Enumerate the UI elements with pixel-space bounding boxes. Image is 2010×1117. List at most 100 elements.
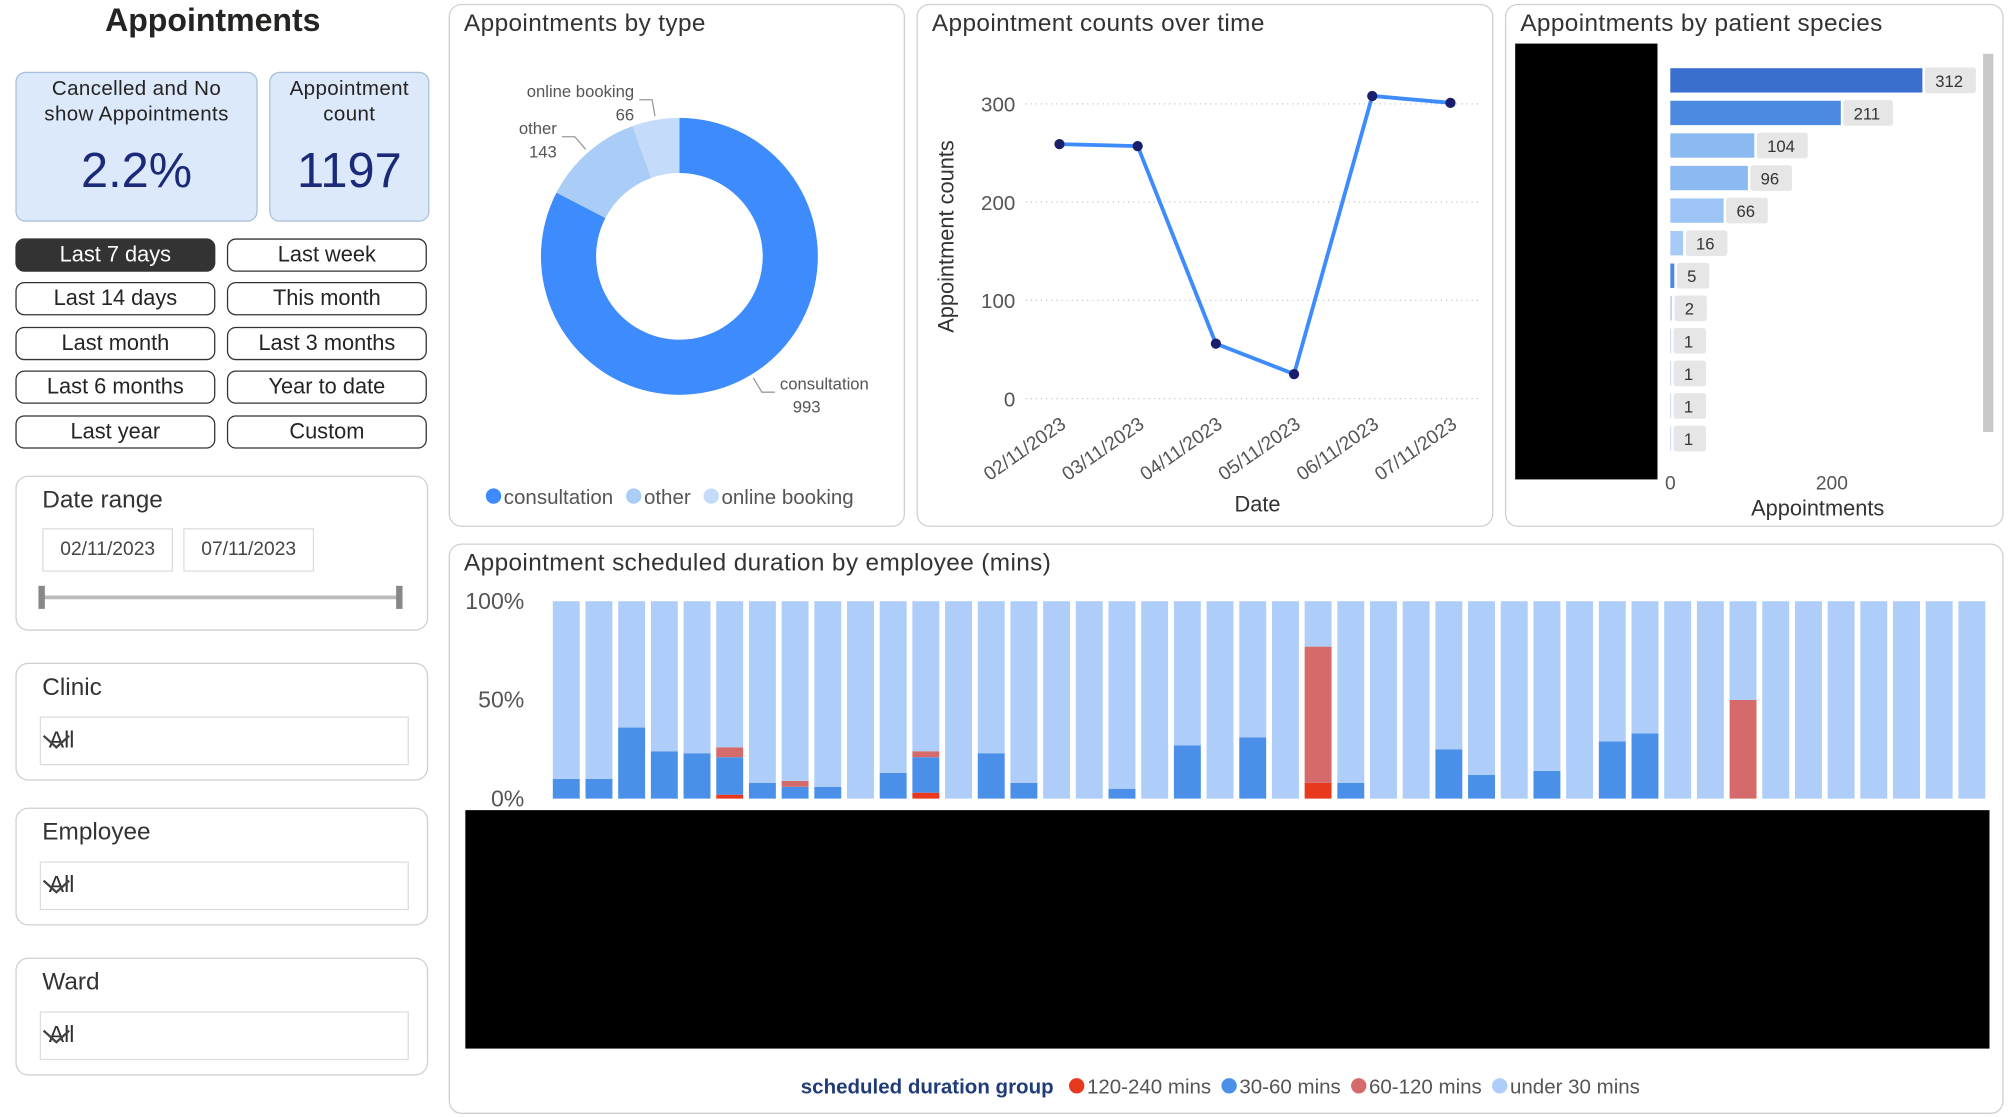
- date-button[interactable]: Year to date: [226, 370, 427, 405]
- x-tick-label: 02/11/2023: [980, 414, 1070, 486]
- date-button[interactable]: Last 14 days: [15, 282, 216, 316]
- legend-marker: [1221, 1078, 1237, 1094]
- x-axis-label: Appointments: [1751, 495, 1884, 520]
- x-tick-label: 200: [1816, 474, 1848, 495]
- x-tick-label: 04/11/2023: [1137, 414, 1227, 486]
- bar: [1670, 361, 1672, 386]
- date-button[interactable]: Last year: [15, 414, 216, 449]
- x-tick-label: 03/11/2023: [1059, 414, 1149, 486]
- data-label-bg: [1673, 360, 1707, 387]
- bar-segment: [1500, 601, 1528, 799]
- donut-chart: Appointments by type consultation 993 other…: [464, 10, 869, 509]
- bar: [1670, 100, 1841, 126]
- bar-segment: [1173, 601, 1201, 746]
- chart-title: Appointments by type: [464, 10, 706, 37]
- range-slider[interactable]: [17, 579, 427, 617]
- bar-segment: [683, 753, 711, 799]
- date-button[interactable]: Custom: [226, 414, 427, 449]
- legend-marker: [485, 488, 502, 504]
- legend-label: consultation: [504, 486, 613, 509]
- data-label: 66: [616, 105, 635, 124]
- page-title: Appointments: [105, 2, 321, 39]
- bar-segment: [1010, 782, 1038, 799]
- bar-segment: [1239, 737, 1267, 799]
- legend-label: 30-60 mins: [1239, 1075, 1340, 1098]
- date-input[interactable]: 07/11/2023: [183, 528, 315, 572]
- bar-segment: [1631, 733, 1659, 799]
- data-label: 16: [1696, 235, 1715, 254]
- redaction: [465, 810, 1990, 1049]
- date-button[interactable]: Last 7 days: [15, 238, 216, 272]
- date-button[interactable]: Last 6 months: [15, 370, 216, 405]
- x-axis-label: Date: [1235, 491, 1281, 516]
- slider-handle[interactable]: [38, 585, 45, 609]
- bar-segment: [716, 794, 744, 799]
- bar-segment: [879, 601, 907, 773]
- data-label-name: other: [519, 119, 557, 138]
- bar-segment: [1435, 601, 1463, 750]
- data-label-bg: [1674, 295, 1707, 322]
- data-label-bg: [1676, 262, 1710, 289]
- date-button[interactable]: Last month: [15, 326, 216, 360]
- data-label: 312: [1935, 72, 1963, 91]
- data-label-bg: [1685, 230, 1728, 256]
- chevron: [42, 879, 70, 894]
- bar-segment: [716, 747, 744, 758]
- bar-segment: [1370, 601, 1397, 799]
- line: [1059, 93, 1451, 377]
- dropdown[interactable]: All: [39, 861, 409, 911]
- point: [1132, 140, 1143, 152]
- line-chart: Appointment counts over time 0 100 200 300 Ap…: [932, 10, 1482, 516]
- data-label: 143: [529, 142, 557, 161]
- data-label-bg: [1924, 67, 1976, 94]
- bar-segment: [618, 727, 646, 799]
- point: [1288, 368, 1300, 380]
- bar-segment: [585, 778, 613, 799]
- chart-title: Appointment counts over time: [932, 10, 1265, 37]
- dropdown-value: All: [48, 871, 75, 898]
- data-label-bg: [1726, 197, 1768, 224]
- bar-segment: [814, 601, 842, 787]
- kpi-label: Appointment count: [289, 78, 410, 126]
- x-tick-label: 0: [1665, 474, 1676, 495]
- legend-marker: [703, 488, 719, 504]
- bar: [1670, 68, 1923, 93]
- scrollbar[interactable]: [1983, 53, 1994, 432]
- bar-segment: [1043, 601, 1071, 799]
- date-button[interactable]: Last 3 months: [226, 326, 427, 360]
- bar-segment: [1925, 601, 1953, 799]
- point: [1445, 97, 1456, 108]
- bar-segment: [1598, 601, 1626, 742]
- data-label-bg: [1843, 100, 1893, 126]
- data-label: 211: [1854, 104, 1881, 123]
- kpi-card: Cancelled and No show Appointments 2.2%: [15, 71, 258, 222]
- legend-marker: [1351, 1078, 1367, 1094]
- bar-segment: [1108, 601, 1136, 789]
- y-tick-label: 100: [981, 290, 1015, 313]
- bar-segment: [1075, 601, 1103, 799]
- data-label: 1: [1684, 430, 1693, 449]
- data-label-name: online booking: [527, 82, 634, 101]
- legend-marker: [1492, 1078, 1508, 1094]
- bar-segment: [781, 780, 809, 787]
- date-button[interactable]: This month: [226, 282, 427, 316]
- dropdown-slicer: Employee All: [15, 807, 429, 926]
- dropdown-value: All: [48, 726, 75, 753]
- dropdown[interactable]: All: [39, 1011, 409, 1061]
- kpi-card: Appointment count 1197: [269, 71, 430, 222]
- slider-handle[interactable]: [396, 585, 403, 609]
- legend-label: online booking: [721, 486, 853, 509]
- donut-slice: [632, 117, 680, 178]
- bar-segment: [1304, 601, 1332, 647]
- date-button[interactable]: Last week: [226, 238, 427, 272]
- chart-title: Appointment scheduled duration by employ…: [464, 549, 1051, 576]
- kpi-label: Cancelled and No show Appointments: [44, 78, 229, 126]
- chevron-path: [42, 734, 70, 749]
- y-tick-label: 50%: [478, 687, 524, 713]
- bar-segment: [1533, 770, 1561, 799]
- date-input[interactable]: 02/11/2023: [42, 528, 174, 572]
- slicer-title: Date range: [42, 487, 163, 515]
- dropdown[interactable]: All: [39, 716, 409, 766]
